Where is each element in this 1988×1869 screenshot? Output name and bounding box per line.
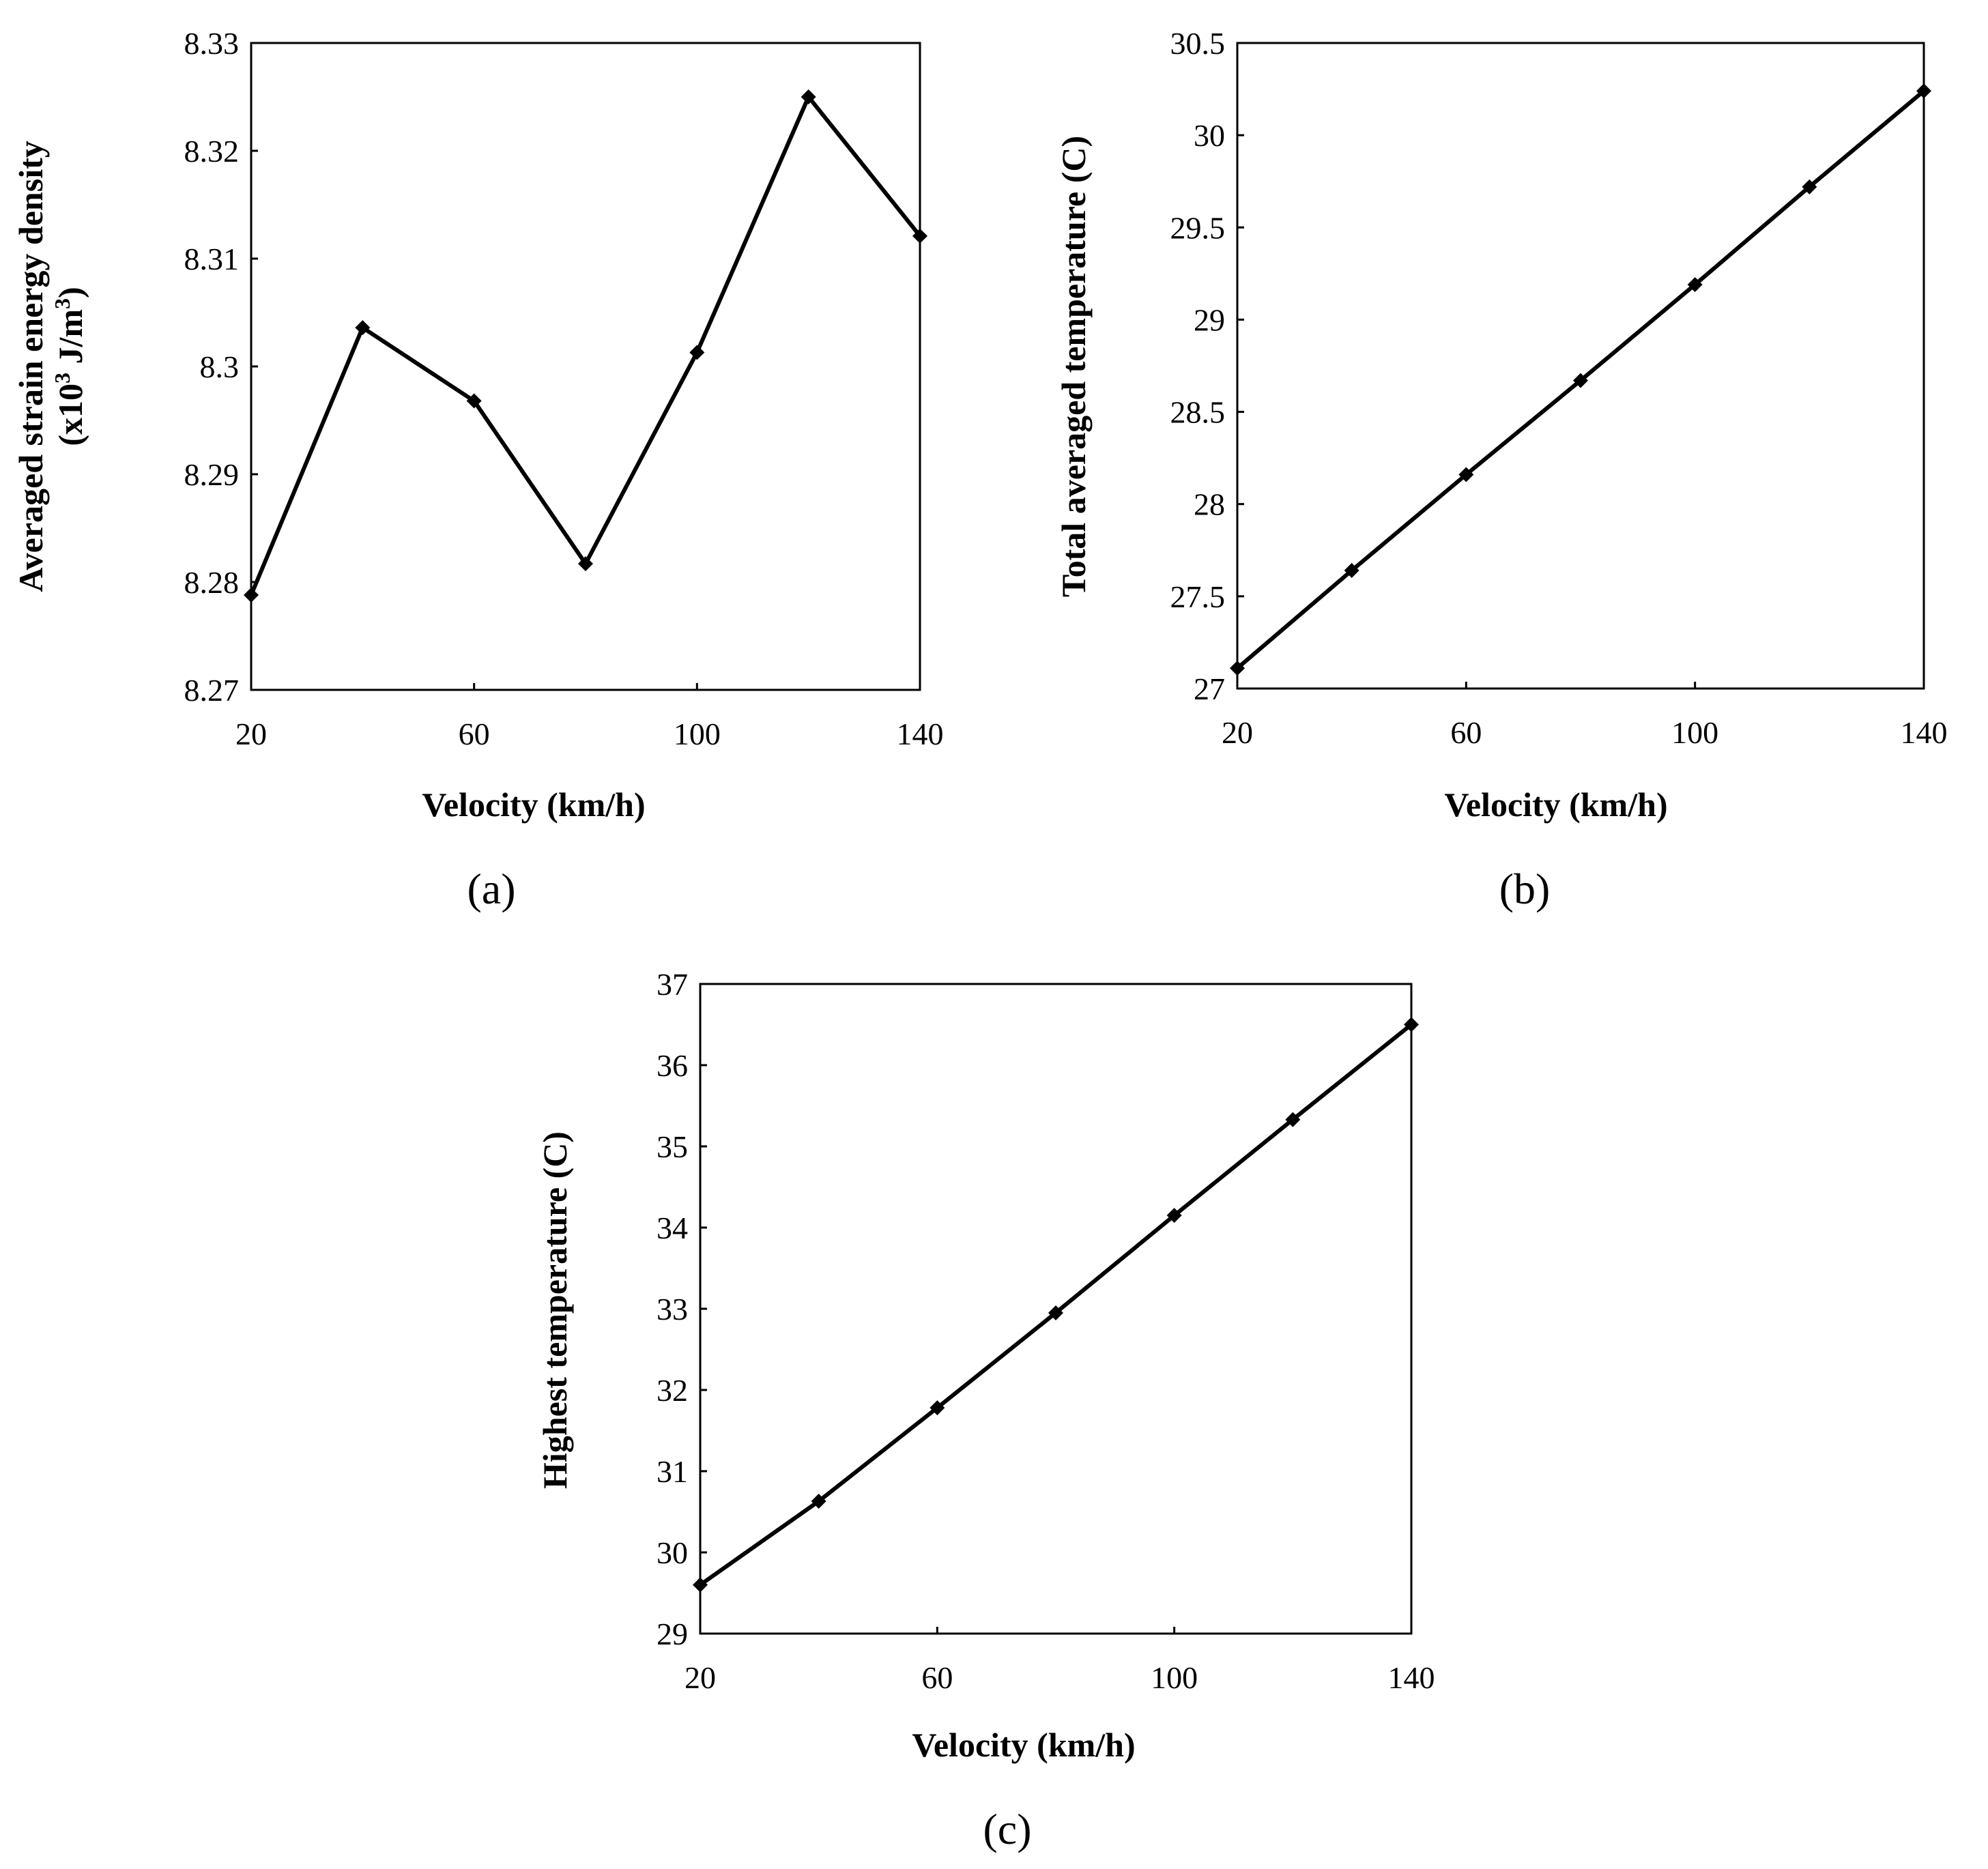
panel-a-x-axis-title: Velocity (km/h) [422,785,645,824]
panel-a-y-tick-label: 8.27 [184,673,240,708]
panel-a-x-tick-label: 100 [674,716,721,751]
panel-a-y-tick-label: 8.31 [184,242,240,276]
panel-b-y-tick-label: 29.5 [1170,210,1226,245]
panel-a-x-ticks: 20 60 100 140 [235,683,944,751]
panel-a-data-point [912,228,927,244]
panel-a-y-tick-label: 8.32 [184,134,240,169]
panel-a-data-point [244,587,259,603]
panel-a-data-point [578,556,593,572]
panel-c-y-axis-title-text: Highest temperature (C) [536,1131,574,1489]
panel-a-x-tick-label: 20 [235,716,267,751]
panel-c-y-tick-label: 37 [657,967,688,1002]
panel-a-data-point [801,89,816,104]
panel-b-series [1230,83,1931,676]
panel-b-y-ticks: 27 27.5 28 28.5 29 29.5 30 30.5 [1170,26,1244,706]
panel-b-label: (b) [1499,865,1551,913]
panel-b-plot-frame [1236,42,1925,690]
panel-b-y-tick-label: 30.5 [1170,26,1226,61]
panel-b-x-tick-label: 140 [1901,715,1948,750]
panel-b-x-tick-label: 100 [1671,715,1718,750]
panel-c-data-point [693,1577,708,1593]
panel-b-y-tick-label: 30 [1194,118,1225,153]
panel-b-data-point [1802,179,1817,194]
panel-c-y-tick-label: 34 [657,1211,688,1245]
panel-b-data-point [1230,661,1245,676]
panel-c-y-tick-label: 33 [657,1292,688,1327]
panel-a-y-tick-label: 8.28 [184,565,240,600]
panel-a-plot-frame [250,42,921,691]
panel-a-data-point [355,320,371,336]
panel-c-x-tick-label: 60 [921,1660,953,1695]
panel-c-data-point [1048,1305,1063,1320]
panel-a-series-line [249,95,922,596]
panel-b-x-tick-label: 20 [1222,715,1253,750]
panel-c-y-tick-label: 30 [657,1535,688,1570]
panel-b-data-point [1458,467,1474,482]
panel-a-data-point [466,393,482,409]
panel-a-y-tick-label: 8.3 [200,349,240,384]
panel-c-label: (c) [983,1805,1031,1853]
panel-b-y-axis-title: Total averaged temperature (C) [1054,136,1093,597]
panel-c-data-point [1166,1208,1182,1223]
panel-b-y-tick-label: 27 [1194,671,1225,706]
panel-c-y-tick-label: 35 [657,1129,688,1164]
panel-c-x-axis-title: Velocity (km/h) [912,1726,1135,1764]
panel-a-y-axis-title-line2: (x103 J/m3) [50,287,89,446]
panel-a-series [244,89,927,603]
panel-b-y-tick-label: 28.5 [1170,395,1226,430]
panel-c-highest-temperature-chart: 20 60 100 140 29 30 31 32 33 34 35 36 37 Velocity (… [536,967,1435,1853]
panel-c-y-tick-label: 32 [657,1373,688,1408]
panel-b-y-tick-label: 29 [1194,302,1225,337]
panel-a-label: (a) [467,865,515,913]
panel-c-x-tick-label: 140 [1388,1660,1435,1695]
panel-b-y-tick-label: 28 [1194,487,1225,522]
panel-c-y-ticks: 29 30 31 32 33 34 35 36 37 [657,967,707,1651]
panel-a-data-point [689,345,705,360]
panel-a-y-axis-title: Averaged strain energy density (x103 J/m… [12,141,89,592]
panel-a-x-tick-label: 60 [459,716,490,751]
panel-b-x-tick-label: 60 [1450,715,1482,750]
panel-c-data-point [930,1400,945,1416]
panel-b-data-point [1573,373,1588,388]
panel-c-series-line [699,1023,1413,1587]
panel-c-series [693,1017,1419,1593]
panel-b-data-point [1687,277,1703,293]
panel-a-y-tick-label: 8.29 [184,457,240,492]
panel-c-y-tick-label: 31 [657,1454,688,1489]
panel-b-x-axis-title: Velocity (km/h) [1444,785,1667,824]
panel-a-y-tick-label: 8.33 [184,26,240,61]
panel-b-data-point [1344,563,1359,579]
panel-b-total-averaged-temperature-chart: 20 60 100 140 27 27.5 28 28.5 29 29.5 30 30.5 Velo… [1054,26,1948,913]
panel-c-data-point [1285,1112,1301,1127]
panel-a-y-ticks: 8.27 8.28 8.29 8.3 8.31 8.32 8.33 [184,26,258,708]
panel-c-y-axis-title: Highest temperature (C) [536,1131,574,1489]
panel-c-y-tick-label: 36 [657,1048,688,1083]
panel-c-y-tick-label: 29 [657,1617,688,1651]
panel-b-data-point [1916,83,1931,99]
panel-c-data-point [1404,1017,1419,1032]
panel-b-x-ticks: 20 60 100 140 [1222,682,1948,750]
panel-c-x-tick-label: 20 [685,1660,716,1695]
panel-c-data-point [811,1494,826,1509]
panel-c-x-tick-label: 100 [1151,1660,1198,1695]
panel-a-strain-energy-chart: 20 60 100 140 8.27 8.28 8.29 8.3 8.31 8.32 8.33 V… [12,26,944,913]
panel-b-y-tick-label: 27.5 [1170,579,1226,614]
panel-a-x-tick-label: 140 [897,716,944,751]
panel-c-x-ticks: 20 60 100 140 [685,1627,1435,1695]
panel-a-y-axis-title-line1: Averaged strain energy density [12,141,50,592]
panel-b-y-axis-title-text: Total averaged temperature (C) [1054,136,1093,597]
